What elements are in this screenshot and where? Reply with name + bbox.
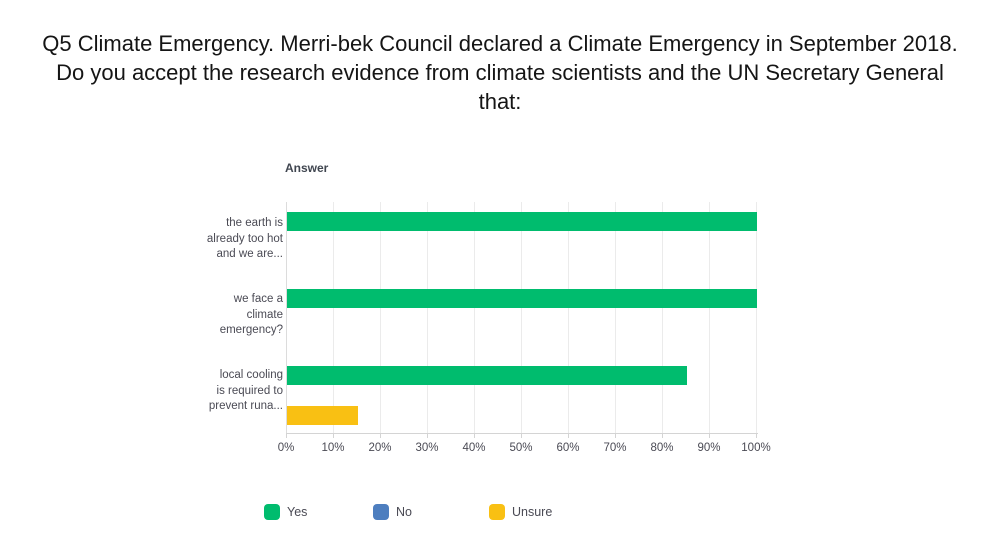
x-tick-40: 40% — [462, 442, 486, 454]
bar-q3-yes — [287, 366, 687, 385]
x-tick-10: 10% — [321, 442, 345, 454]
x-tick-80: 80% — [650, 442, 674, 454]
legend-label-yes: Yes — [287, 504, 308, 519]
answer-axis-header: Answer — [285, 161, 329, 175]
category-label-local-cooling: local cooling is required to prevent run… — [208, 369, 283, 412]
legend-item-yes: Yes — [264, 503, 307, 520]
legend-item-no: No — [373, 503, 412, 520]
x-tick-70: 70% — [603, 442, 627, 454]
category-label-climate-emergency: we face a climate emergency? — [219, 293, 283, 336]
x-axis-tick-labels: 0% 10% 20% 30% 40% 50% 60% 70% 80% 90% 1… — [278, 442, 771, 456]
x-tick-30: 30% — [415, 442, 439, 454]
legend-label-unsure: Unsure — [512, 504, 553, 519]
x-tick-90: 90% — [697, 442, 721, 454]
bar-row-q3 — [287, 356, 757, 433]
legend-swatch-unsure — [489, 503, 505, 520]
legend-swatch-yes — [264, 503, 280, 520]
x-axis-line — [286, 433, 758, 438]
category-label-earth-too-hot: the earth is already too hot and we are.… — [206, 217, 283, 260]
x-tick-20: 20% — [368, 442, 392, 454]
plot-area — [286, 202, 757, 433]
bar-q3-unsure — [287, 406, 358, 425]
page-title: Q5 Climate Emergency. Merri-bek Council … — [42, 31, 958, 114]
bar-q2-yes — [287, 289, 757, 308]
x-tick-0: 0% — [277, 442, 295, 454]
x-tick-100: 100% — [741, 442, 771, 454]
x-tick-50: 50% — [509, 442, 533, 454]
legend-label-no: No — [396, 504, 412, 519]
legend-item-unsure: Unsure — [489, 503, 552, 520]
x-tick-60: 60% — [556, 442, 580, 454]
bar-q1-yes — [287, 212, 757, 231]
bar-row-q1 — [287, 202, 757, 279]
bar-row-q2 — [287, 279, 757, 356]
legend-swatch-no — [373, 503, 389, 520]
